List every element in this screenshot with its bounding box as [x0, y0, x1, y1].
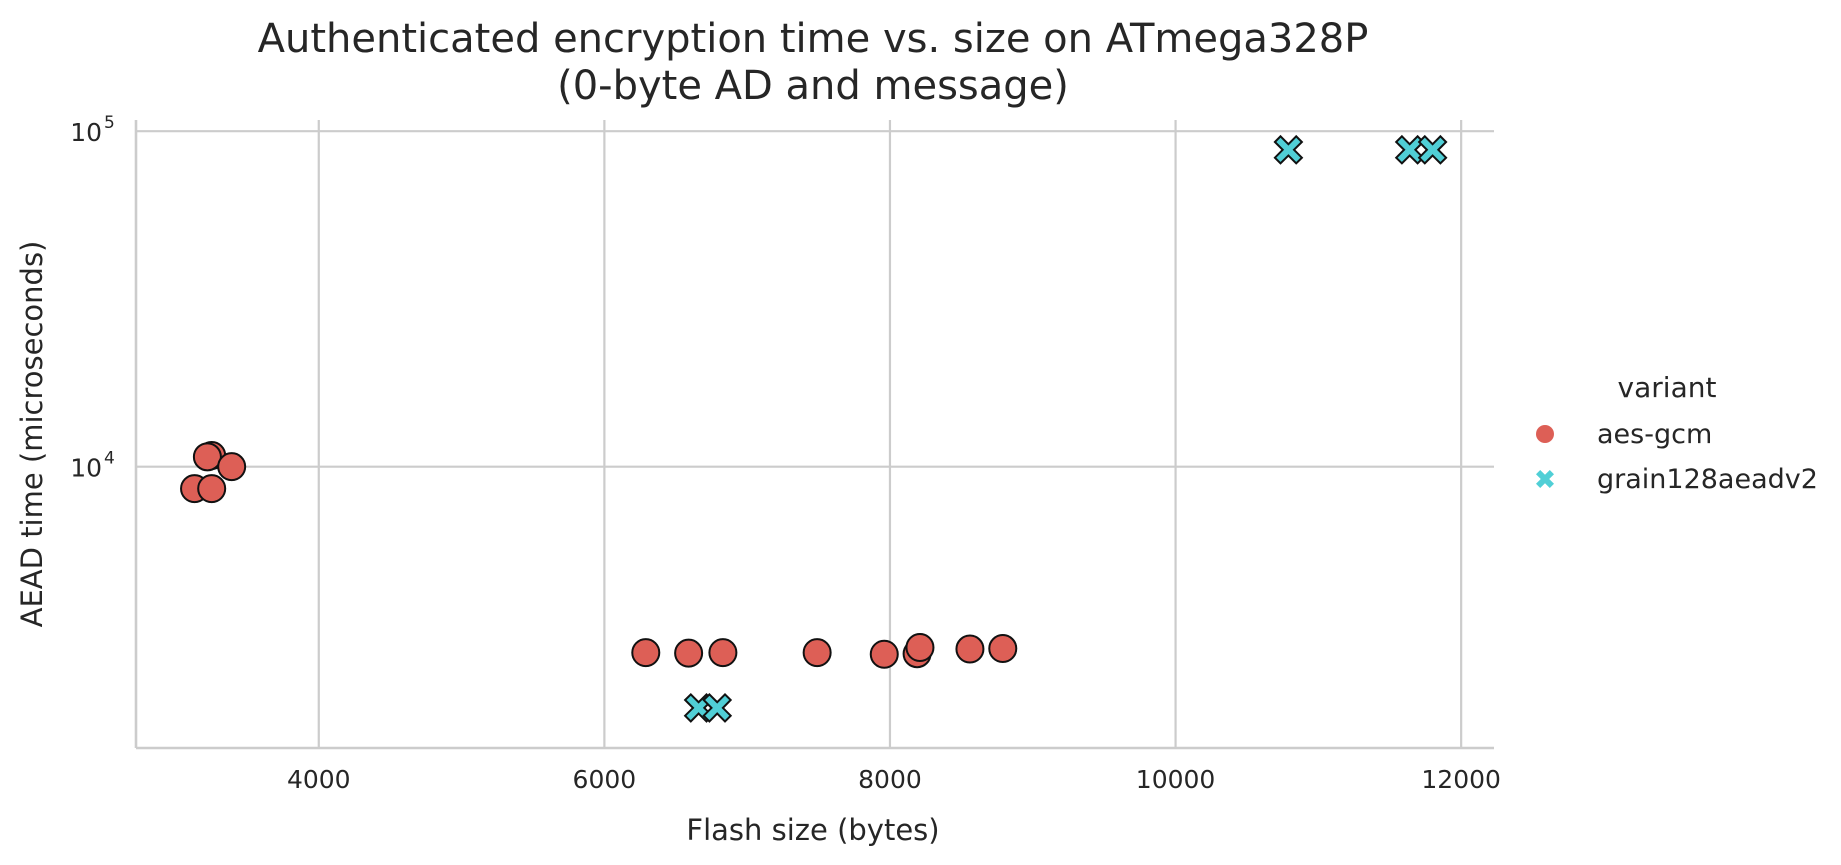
point-aes-gcm	[869, 639, 899, 669]
legend-label-aes-gcm: aes-gcm	[1597, 419, 1712, 450]
y-tick-label-exponent: 5	[104, 113, 115, 133]
data-points	[180, 134, 1448, 723]
x-tick-label: 6000	[573, 765, 637, 794]
x-tick-label: 4000	[287, 765, 351, 794]
point-grain128aeadv2	[1273, 134, 1304, 165]
grid-layer	[136, 120, 1494, 748]
legend-title: variant	[1618, 371, 1717, 404]
point-grain128aeadv2	[702, 692, 733, 723]
y-tick-label-base: 10	[70, 454, 102, 483]
point-aes-gcm	[905, 633, 935, 663]
point-aes-gcm	[217, 452, 247, 482]
point-aes-gcm	[955, 634, 985, 664]
point-aes-gcm	[192, 442, 222, 472]
point-aes-gcm	[197, 474, 227, 504]
point-grain128aeadv2	[1417, 134, 1448, 165]
point-aes-gcm	[674, 638, 704, 668]
y-tick-label-base: 10	[70, 118, 102, 147]
legend-marker-aes-gcm	[1536, 425, 1554, 443]
y-axis-label: AEAD time (microseconds)	[15, 241, 49, 628]
point-aes-gcm	[802, 638, 832, 668]
y-tick-label-exponent: 4	[104, 449, 115, 469]
legend-marker-grain128aeadv2	[1536, 470, 1554, 488]
x-tick-label: 10000	[1136, 765, 1216, 794]
axes-spines	[134, 120, 1494, 750]
chart-title-line1: Authenticated encryption time vs. size o…	[258, 16, 1369, 62]
legend-x-shape	[1536, 470, 1554, 488]
point-aes-gcm	[708, 638, 738, 668]
legend: variant aes-gcm grain128aeadv2	[1536, 371, 1818, 495]
point-aes-gcm	[988, 634, 1018, 664]
x-tick-label: 12000	[1421, 765, 1501, 794]
point-grain128aeadv2	[1394, 134, 1425, 165]
chart-title-line2: (0-byte AD and message)	[557, 63, 1069, 109]
x-axis-label: Flash size (bytes)	[686, 813, 939, 847]
point-aes-gcm	[631, 638, 661, 668]
x-tick-label: 8000	[858, 765, 922, 794]
legend-label-grain128aeadv2: grain128aeadv2	[1597, 464, 1818, 495]
